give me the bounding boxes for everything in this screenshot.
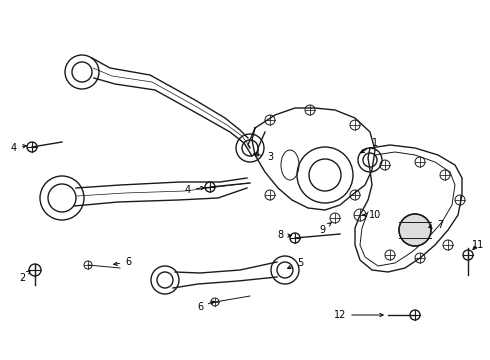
Text: 7: 7 [429, 220, 443, 230]
Text: 6: 6 [114, 257, 131, 267]
Text: 4: 4 [11, 143, 26, 153]
Text: 12: 12 [334, 310, 383, 320]
Text: 4: 4 [185, 185, 204, 195]
Text: 1: 1 [361, 138, 378, 153]
Text: 8: 8 [277, 230, 291, 240]
Text: 2: 2 [19, 270, 30, 283]
Circle shape [399, 214, 431, 246]
Text: 11: 11 [472, 240, 484, 250]
Text: 10: 10 [363, 210, 381, 220]
Text: 3: 3 [254, 152, 273, 162]
Text: 5: 5 [288, 258, 303, 269]
Text: 6: 6 [197, 301, 215, 312]
Text: 9: 9 [319, 223, 331, 235]
